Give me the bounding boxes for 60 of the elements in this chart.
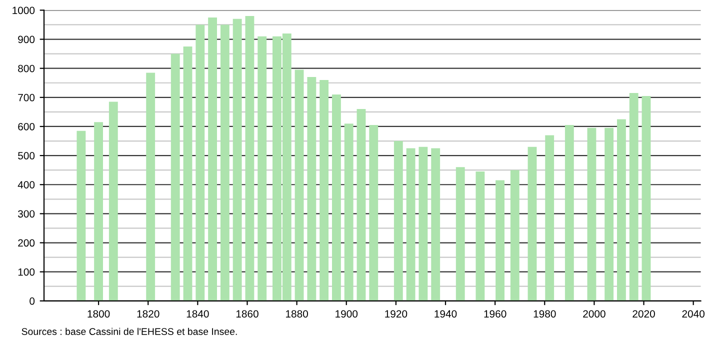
bar xyxy=(617,119,626,301)
x-tick-label: 2020 xyxy=(632,310,655,318)
y-tick-label: 400 xyxy=(18,181,35,188)
bar xyxy=(258,36,267,301)
x-tick-label: 1980 xyxy=(534,310,556,318)
bar xyxy=(406,148,416,301)
bar xyxy=(344,124,354,301)
x-tick-label: 1920 xyxy=(385,310,408,318)
bar xyxy=(208,17,218,301)
x-tick-label: 1880 xyxy=(286,310,308,318)
bar xyxy=(76,130,86,301)
bar xyxy=(510,170,520,301)
x-tick-label: 1840 xyxy=(186,310,209,318)
x-tick-label: 2000 xyxy=(583,310,606,318)
bar xyxy=(320,80,329,301)
bar xyxy=(307,77,316,301)
x-tick-label: 1800 xyxy=(88,310,110,318)
source-note: Sources : base Cassini de l'EHESS et base Insee. xyxy=(22,328,237,335)
y-tick-label: 200 xyxy=(18,239,35,247)
x-tick-label: 1820 xyxy=(137,310,160,318)
x-tick-label: 2040 xyxy=(682,310,705,318)
x-tick-label: 1860 xyxy=(236,310,258,318)
bar xyxy=(528,146,537,301)
bar xyxy=(196,24,205,301)
y-tick-label: 300 xyxy=(18,210,35,218)
bar xyxy=(369,125,378,301)
x-tick-label: 1900 xyxy=(336,310,358,318)
bar xyxy=(146,72,156,301)
bar xyxy=(587,128,596,301)
bar xyxy=(545,135,554,301)
bar xyxy=(356,109,366,301)
y-tick-label: 600 xyxy=(18,122,35,130)
y-tick-label: 900 xyxy=(18,36,35,44)
bar xyxy=(94,122,104,301)
y-tick-label: 1000 xyxy=(12,6,35,14)
bar xyxy=(232,18,242,301)
bar xyxy=(170,54,180,301)
bar xyxy=(294,70,304,301)
bar xyxy=(245,16,254,301)
bar xyxy=(183,46,192,301)
bar xyxy=(431,148,440,301)
y-tick-label: 100 xyxy=(18,268,35,276)
bar xyxy=(564,125,574,301)
bar xyxy=(476,172,485,301)
bar xyxy=(604,128,614,301)
bar xyxy=(418,146,428,301)
x-tick-label: 1940 xyxy=(434,310,457,318)
bar xyxy=(642,96,651,301)
bar xyxy=(394,141,403,301)
bar xyxy=(496,180,504,301)
bar xyxy=(332,94,341,301)
x-tick-label: 1960 xyxy=(484,310,506,318)
y-tick-label: 700 xyxy=(18,94,35,102)
bar xyxy=(456,167,465,301)
bar xyxy=(629,93,638,301)
bar xyxy=(108,102,118,301)
y-tick-label: 800 xyxy=(18,64,35,72)
y-tick-label: 500 xyxy=(18,152,35,160)
bar xyxy=(220,24,230,301)
y-tick-label: 0 xyxy=(30,297,35,305)
